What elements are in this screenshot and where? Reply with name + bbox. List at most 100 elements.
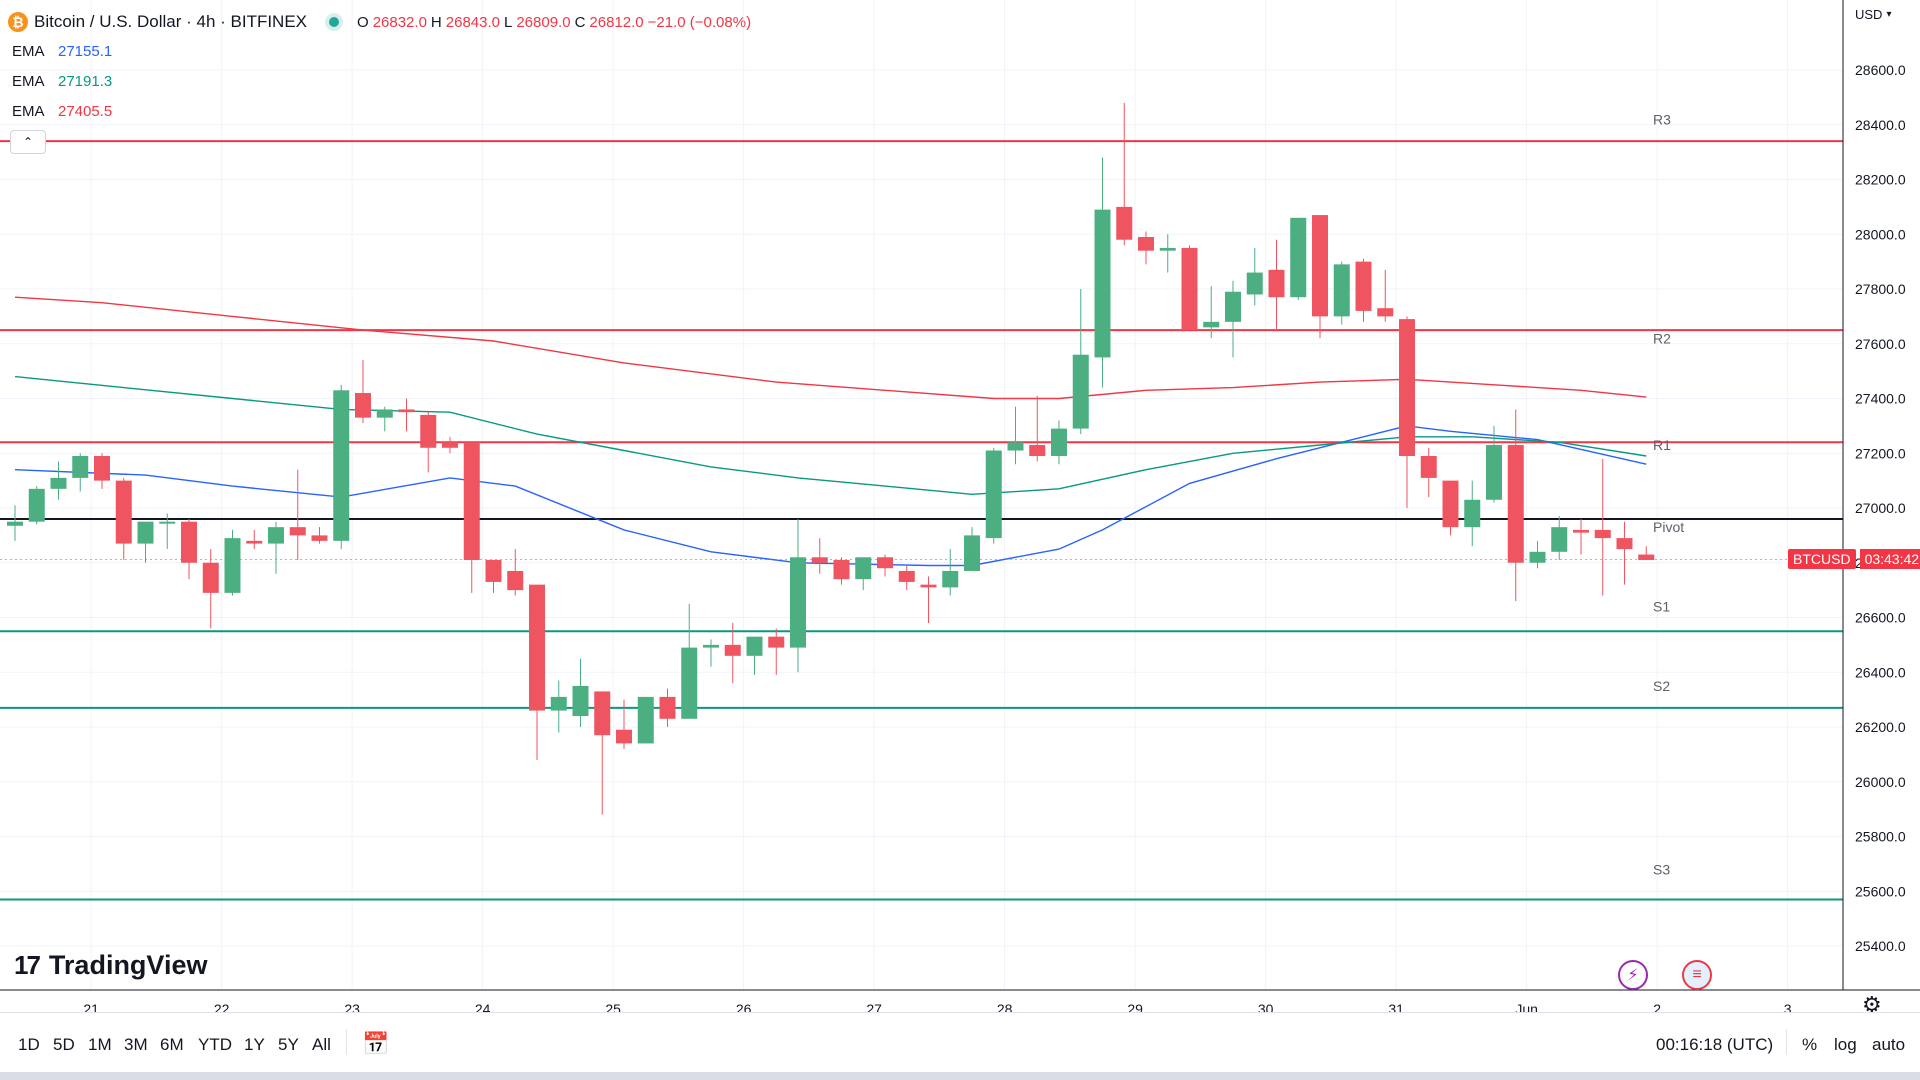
candle-body <box>1268 269 1285 298</box>
candle-body <box>224 538 241 593</box>
candle-body <box>942 570 959 588</box>
lightning-icon[interactable]: ⚡ <box>1618 960 1648 990</box>
y-tick-label: 26200.0 <box>1855 719 1906 735</box>
currency-selector[interactable]: USD ▾ <box>1855 7 1891 22</box>
price-tag-countdown: 03:43:42 <box>1859 549 1920 570</box>
open-value: 26832.0 <box>372 13 427 31</box>
collapse-legend-button[interactable]: ⌃ <box>10 130 46 154</box>
ema-legend-1[interactable]: EMA 27155.1 <box>12 40 112 62</box>
percent-scale-toggle[interactable]: % <box>1802 1035 1818 1054</box>
timeframe-6m[interactable]: 6M <box>160 1035 184 1054</box>
axes: 25400.0 25600.0 25800.0 26000.0 26200.0 26400… <box>0 0 1920 1012</box>
timeframe-all[interactable]: All <box>312 1035 331 1054</box>
candle-body <box>311 535 328 541</box>
y-tick-label: 27200.0 <box>1855 445 1906 461</box>
candle-body <box>137 521 154 544</box>
ema-legend-3[interactable]: EMA 27405.5 <box>12 100 112 122</box>
candle-down <box>289 469 306 561</box>
x-tick-label: Jun <box>1515 1001 1538 1012</box>
calendar-range-icon[interactable]: 📅 <box>362 1031 390 1056</box>
timeframe-5d[interactable]: 5D <box>53 1035 75 1054</box>
candle-down <box>1312 215 1328 339</box>
candle-up <box>942 549 959 596</box>
tradingview-logo-icon: 17 <box>14 950 41 980</box>
candle-body <box>1029 445 1046 456</box>
candle-body <box>920 584 937 588</box>
timeframe-1y[interactable]: 1Y <box>244 1035 265 1054</box>
candle-body <box>398 409 415 413</box>
candle-up <box>703 639 719 667</box>
ema-value: 27405.5 <box>58 102 113 120</box>
candle-body <box>1377 308 1394 317</box>
candle-up <box>7 505 23 541</box>
pivot-label: S2 <box>1653 678 1670 694</box>
auto-scale-toggle[interactable]: auto <box>1872 1035 1906 1054</box>
candle-body <box>529 584 545 711</box>
currency-label: USD <box>1855 7 1883 22</box>
tradingview-logo[interactable]: 17 TradingView <box>14 950 207 981</box>
candle-up <box>1290 217 1307 300</box>
candle-body <box>420 414 437 448</box>
candle-up <box>681 603 698 719</box>
timeframe-3m[interactable]: 3M <box>124 1035 148 1054</box>
candle-body <box>1486 445 1502 500</box>
candle-body <box>1203 321 1220 328</box>
symbol-title[interactable]: Bitcoin / U.S. Dollar · 4h · BITFINEX <box>34 12 308 31</box>
candle-body <box>1312 215 1328 317</box>
candle-down <box>768 628 785 675</box>
candle-body <box>964 535 980 571</box>
candle-body <box>268 527 284 544</box>
x-tick-label: 23 <box>344 1001 360 1012</box>
candle-down <box>1377 269 1394 322</box>
candle-down <box>877 554 893 577</box>
candle-up <box>637 696 654 744</box>
y-tick-label: 25400.0 <box>1855 938 1906 954</box>
candle-body <box>616 729 632 744</box>
candle-body <box>463 442 480 561</box>
candle-body <box>877 557 893 569</box>
candle-down <box>1573 518 1589 555</box>
x-tick-label: 2 <box>1653 1001 1661 1012</box>
candle-body <box>1007 442 1024 451</box>
settings-gear-icon[interactable]: ⚙ <box>1862 992 1882 1017</box>
symbol-header[interactable]: ₿ Bitcoin / U.S. Dollar · 4h · BITFINEX … <box>8 10 751 34</box>
candle-up <box>1072 289 1089 435</box>
pivot-lines: R3 R2 R1 Pivot S1 S2 S3 <box>0 111 1843 901</box>
utc-clock[interactable]: 00:16:18 (UTC) <box>1656 1035 1774 1054</box>
ema-label: EMA <box>12 42 45 60</box>
candle-body <box>485 560 502 582</box>
ema-line <box>14 296 1647 400</box>
candle-body <box>1051 428 1067 456</box>
timeframe-ytd[interactable]: YTD <box>198 1035 232 1054</box>
candle-up <box>50 461 67 500</box>
x-tick-label: 24 <box>475 1001 491 1012</box>
candle-down <box>1594 458 1611 596</box>
candle-up <box>1333 261 1350 325</box>
candle-body <box>1442 480 1459 528</box>
candle-body <box>898 570 915 582</box>
candle-down <box>442 436 458 454</box>
candle-up <box>1486 425 1502 503</box>
candle-body <box>181 521 197 563</box>
ema-value: 27155.1 <box>58 42 113 60</box>
candle-up <box>1225 280 1241 358</box>
timeframe-5y[interactable]: 5Y <box>278 1035 299 1054</box>
timeframe-1d[interactable]: 1D <box>18 1035 40 1054</box>
candle-body <box>50 477 67 489</box>
candle-body <box>746 636 763 656</box>
high-label: H <box>430 13 442 31</box>
x-tick-label: 29 <box>1127 1001 1143 1012</box>
x-tick-label: 25 <box>605 1001 621 1012</box>
log-scale-toggle[interactable]: log <box>1834 1035 1857 1054</box>
candle-down <box>1029 395 1046 462</box>
candle-body <box>1138 236 1154 251</box>
candle-down <box>920 576 937 623</box>
candle-down <box>659 688 676 727</box>
candle-down <box>1616 521 1633 585</box>
us-flag-icon[interactable]: ≡ <box>1682 960 1712 990</box>
timeframe-1m[interactable]: 1M <box>88 1035 112 1054</box>
ema-legend-2[interactable]: EMA 27191.3 <box>12 70 112 92</box>
candle-body <box>7 521 23 526</box>
y-tick-label: 28600.0 <box>1855 62 1906 78</box>
